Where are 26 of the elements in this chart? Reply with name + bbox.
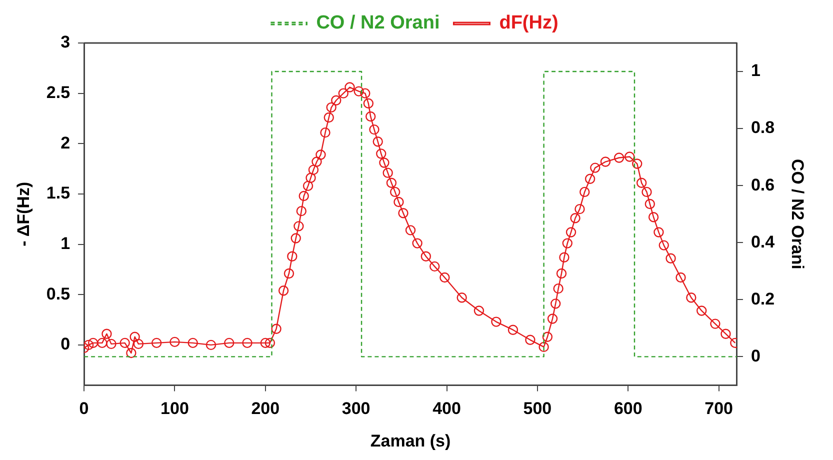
x-axis-title: Zaman (s) [370, 431, 451, 450]
x-tick-label: 700 [704, 399, 734, 418]
y-axis-title: - ΔF(Hz) [14, 182, 33, 246]
y2-tick-label: 0.4 [750, 232, 776, 252]
y2-tick-label: 0.2 [750, 289, 775, 308]
legend-label: CO / N2 Orani [316, 12, 440, 34]
x-tick-label: 200 [251, 399, 280, 418]
y2-tick-label: 0 [750, 346, 760, 366]
y-tick-label: 0.5 [46, 284, 70, 304]
y-tick-label: 2 [60, 133, 70, 152]
y2-tick-label: 0.8 [750, 118, 775, 138]
x-tick-label: 300 [342, 399, 370, 418]
x-tick-label: 500 [523, 399, 552, 418]
x-tick-label: 400 [432, 399, 461, 418]
y-tick-label: 1.5 [46, 184, 70, 203]
y-tick-label: 1 [60, 234, 70, 253]
y-tick-label: 0 [60, 334, 70, 354]
x-tick-label: 100 [160, 399, 189, 418]
x-tick-label: 0 [79, 399, 89, 418]
y2-axis-title: CO / N2 Orani [788, 158, 808, 270]
legend-label: dF(Hz) [499, 12, 558, 34]
y-tick-label: 2.5 [46, 83, 70, 102]
x-tick-label: 600 [614, 399, 642, 418]
y-tick-label: 3 [60, 32, 70, 52]
y2-tick-label: 1 [750, 61, 760, 80]
y2-tick-label: 0.6 [750, 175, 775, 194]
